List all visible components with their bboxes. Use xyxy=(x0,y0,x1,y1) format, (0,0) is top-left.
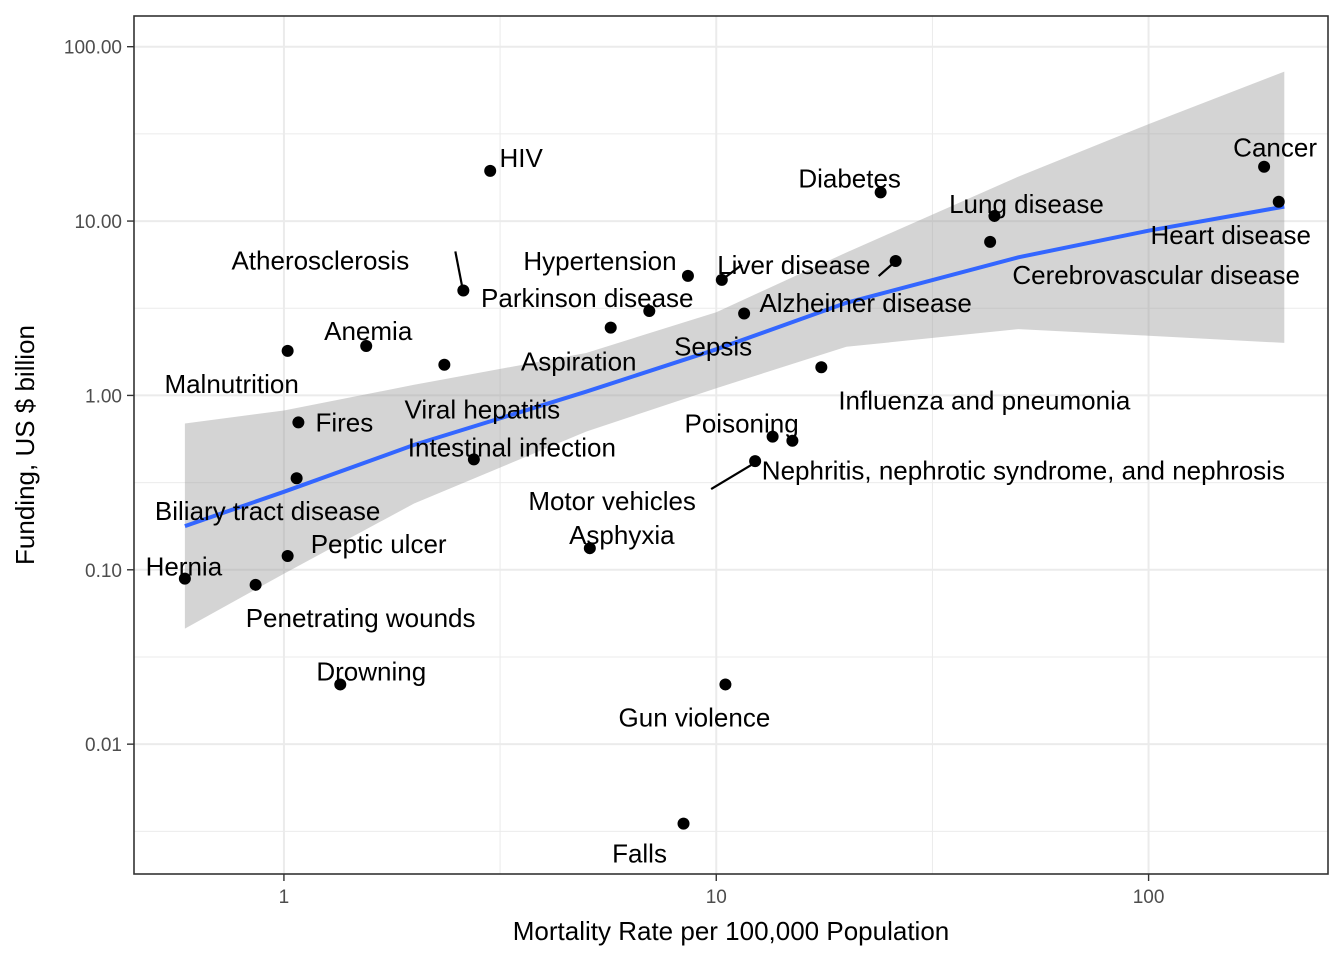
data-point xyxy=(438,358,451,371)
data-point xyxy=(583,542,596,555)
point-label: Heart disease xyxy=(1151,220,1311,250)
x-axis-ticks: 1 10 100 xyxy=(279,874,1165,908)
point-label: Influenza and pneumonia xyxy=(838,385,1131,415)
point-label: Lung disease xyxy=(949,189,1104,219)
point-label: Anemia xyxy=(324,316,413,346)
data-point xyxy=(292,416,305,429)
data-point xyxy=(889,255,902,268)
point-label: Parkinson disease xyxy=(481,283,693,313)
data-point xyxy=(249,578,262,591)
point-label: Peptic ulcer xyxy=(311,529,447,559)
data-point xyxy=(604,321,617,334)
data-points xyxy=(178,160,1285,830)
y-tick-label: 0.10 xyxy=(85,561,122,582)
data-point xyxy=(643,304,656,317)
data-point xyxy=(681,269,694,282)
data-point xyxy=(281,344,294,357)
y-tick-label: 10.00 xyxy=(74,212,122,233)
data-point xyxy=(484,164,497,177)
data-point xyxy=(749,455,762,468)
point-label: Intestinal infection xyxy=(408,432,616,462)
minor-gridlines xyxy=(134,16,1328,874)
x-tick-label: 100 xyxy=(1133,887,1165,908)
point-label: Aspiration xyxy=(521,347,637,377)
major-gridlines xyxy=(134,16,1328,874)
data-point xyxy=(984,235,997,248)
data-point xyxy=(786,434,799,447)
point-label: Penetrating wounds xyxy=(246,603,476,633)
data-point xyxy=(290,472,303,485)
point-label: Motor vehicles xyxy=(528,486,696,516)
data-point xyxy=(1272,195,1285,208)
point-label: Cancer xyxy=(1233,133,1317,163)
leader-line xyxy=(710,464,752,491)
point-label: Hernia xyxy=(146,552,223,582)
point-label: Nephritis, nephrotic syndrome, and nephr… xyxy=(762,456,1285,486)
point-label: Alzheimer disease xyxy=(759,288,971,318)
confidence-band xyxy=(184,71,1285,629)
y-tick-label: 1.00 xyxy=(85,386,122,407)
point-label: HIV xyxy=(500,143,544,173)
data-point xyxy=(738,307,751,320)
point-label: Fires xyxy=(315,407,373,437)
regression-line xyxy=(184,204,1285,528)
point-label: Asphyxia xyxy=(569,520,675,550)
data-point xyxy=(457,284,470,297)
point-label: Sepsis xyxy=(674,332,752,362)
data-point xyxy=(815,361,828,374)
x-tick-label: 10 xyxy=(706,887,727,908)
data-point xyxy=(719,678,732,691)
point-label: Gun violence xyxy=(619,702,771,732)
data-point xyxy=(874,186,887,199)
y-axis-ticks: 0.01 0.10 1.00 10.00 100.00 xyxy=(64,38,134,756)
data-point xyxy=(467,453,480,466)
y-tick-label: 100.00 xyxy=(64,38,122,59)
point-label: Hypertension xyxy=(523,246,676,276)
point-label: Atherosclerosis xyxy=(231,245,409,275)
point-label: Drowning xyxy=(316,656,426,686)
point-label: Liver disease xyxy=(717,250,870,280)
label-leader-lines xyxy=(454,251,896,491)
leader-line xyxy=(454,251,464,288)
point-label: Biliary tract disease xyxy=(155,496,380,526)
data-point xyxy=(1258,160,1271,173)
point-label: Falls xyxy=(612,839,667,869)
data-point xyxy=(988,209,1001,222)
y-tick-label: 0.01 xyxy=(85,735,122,756)
panel-border xyxy=(133,15,1329,875)
x-axis-title: Mortality Rate per 100,000 Population xyxy=(513,916,950,946)
point-label: Poisoning xyxy=(685,409,799,439)
y-axis-title: Funding, US $ billion xyxy=(10,325,40,565)
data-point xyxy=(360,340,373,353)
point-label: Viral hepatitis xyxy=(405,395,561,425)
data-point xyxy=(281,549,294,562)
point-label: Cerebrovascular disease xyxy=(1012,260,1300,290)
data-point xyxy=(715,273,728,286)
x-tick-label: 1 xyxy=(279,887,290,908)
point-labels: Cancer Heart disease Lung disease Cerebrova… xyxy=(146,133,1318,869)
confidence-band-area xyxy=(184,71,1285,629)
point-label: Malnutrition xyxy=(164,369,298,399)
fit-line xyxy=(184,204,1285,528)
data-point xyxy=(677,817,690,830)
data-point xyxy=(334,678,347,691)
point-label: Diabetes xyxy=(798,163,901,193)
leader-line xyxy=(725,263,743,278)
data-point xyxy=(766,430,779,443)
data-point xyxy=(178,572,191,585)
